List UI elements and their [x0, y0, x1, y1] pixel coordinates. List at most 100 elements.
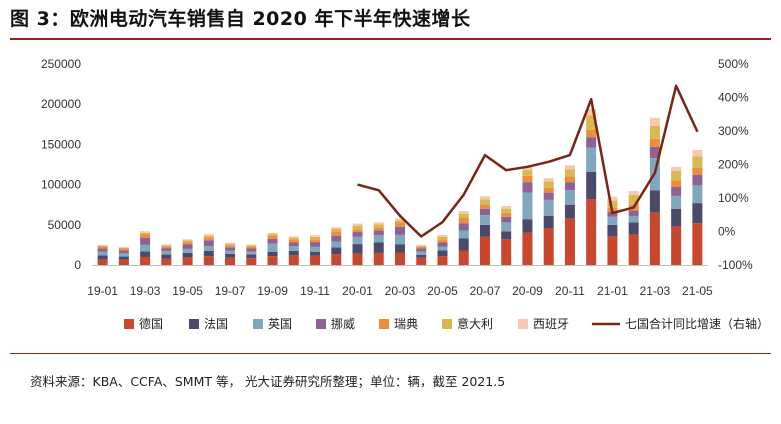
bar-segment: [416, 254, 427, 258]
bar-segment: [288, 246, 299, 251]
y-left-tick-label: 0: [74, 258, 81, 272]
bar-segment: [395, 218, 405, 221]
bar-segment: [586, 147, 597, 172]
bar-segment: [479, 204, 490, 209]
bar-segment: [692, 156, 703, 168]
stacked-bars: [97, 109, 703, 265]
bar-segment: [564, 190, 575, 205]
ev-sales-chart: 0 50000 100000 150000 200000 250000 -100% 0% 10…: [41, 57, 769, 331]
legend-label: 意大利: [457, 316, 493, 331]
bar-segment: [225, 244, 236, 246]
bar-segment: [140, 231, 151, 233]
bar-segment: [310, 236, 321, 240]
legend-swatch: [442, 319, 452, 329]
bar-segment: [564, 165, 575, 170]
bar-segment: [118, 253, 129, 257]
bar-segment: [543, 192, 554, 200]
bar-segment: [458, 230, 469, 239]
x-tick-label: 19-09: [257, 284, 288, 298]
bar-segment: [649, 212, 660, 265]
bar-segment: [692, 174, 703, 186]
x-tick-label: 19-01: [87, 284, 118, 298]
x-tick-label: 20-01: [342, 284, 373, 298]
bar-segment: [161, 244, 172, 246]
y-right-tick-label: 500%: [718, 57, 749, 71]
legend-label: 七国合计同比增速（右轴）: [625, 316, 769, 331]
bar-segment: [501, 239, 512, 265]
bar-segment: [118, 250, 129, 254]
bar-segment: [118, 256, 129, 260]
bar-segment: [522, 170, 533, 176]
bar-segment: [373, 230, 384, 236]
bar-segment: [140, 251, 151, 257]
bar-segment: [203, 256, 214, 265]
y-right-tick-label: 100%: [718, 191, 749, 205]
bar-segment: [225, 247, 236, 251]
bar-segment: [607, 216, 618, 225]
bar-segment: [225, 245, 236, 248]
bar-segment: [352, 232, 363, 237]
bar-segment: [479, 208, 490, 216]
legend-swatch: [518, 319, 528, 329]
bar-segment: [437, 246, 448, 251]
bar-segment: [246, 248, 257, 252]
bar-segment: [310, 235, 321, 237]
legend-swatch: [189, 319, 199, 329]
bar-segment: [501, 216, 512, 223]
bar-segment: [246, 254, 257, 259]
bar-segment: [416, 248, 427, 252]
bar-segment: [203, 235, 214, 238]
page-title: 图 3：欧洲电动汽车销售自 2020 年下半年快速增长: [10, 8, 471, 30]
bar-segment: [267, 251, 278, 257]
legend-label: 法国: [204, 317, 228, 331]
growth-line-path: [357, 84, 699, 238]
bar-segment: [586, 129, 597, 138]
bar-segment: [607, 224, 618, 237]
bar-segment: [628, 191, 639, 196]
bar-segment: [395, 226, 405, 235]
y-left-tick-label: 100000: [41, 178, 81, 192]
bar-segment: [97, 259, 108, 265]
y-right-tick-label: 400%: [718, 91, 749, 105]
bar-segment: [671, 180, 682, 188]
bar-segment: [395, 234, 405, 245]
bar-segment: [692, 167, 703, 175]
bar-segment: [543, 215, 554, 229]
bar-segment: [692, 203, 703, 224]
bar-segment: [416, 245, 427, 247]
y-left-tick-label: 250000: [41, 57, 81, 71]
bar-segment: [310, 255, 321, 265]
bar-segment: [564, 204, 575, 219]
bar-segment: [373, 235, 384, 243]
bar-segment: [501, 222, 512, 232]
bar-segment: [479, 215, 490, 225]
legend-label: 挪威: [331, 317, 355, 331]
bar-segment: [225, 242, 236, 245]
bar-segment: [373, 252, 384, 265]
bar-segment: [564, 218, 575, 265]
bar-segment: [118, 247, 129, 249]
bar-segment: [161, 245, 172, 247]
bar-segment: [161, 258, 172, 265]
bar-segment: [501, 208, 512, 213]
legend-swatch: [379, 319, 389, 329]
bar-segment: [458, 211, 469, 214]
right-axis: -100% 0% 100% 200% 300% 400% 500%: [718, 57, 753, 272]
bar-segment: [416, 251, 427, 255]
bar-segment: [458, 213, 469, 218]
y-left-tick-label: 200000: [41, 97, 81, 111]
bar-segment: [331, 254, 342, 265]
x-axis: 19-01 19-03 19-05 19-07 19-09 19-11 20-01 20-03…: [87, 265, 713, 298]
bar-segment: [331, 235, 342, 242]
bar-segment: [395, 252, 405, 265]
bar-segment: [564, 176, 575, 183]
bar-segment: [437, 242, 448, 247]
x-tick-label: 19-05: [172, 284, 203, 298]
bar-segment: [97, 251, 108, 256]
y-right-tick-label: 0%: [718, 225, 736, 239]
bar-segment: [161, 250, 172, 255]
bar-segment: [97, 246, 108, 249]
bar-segment: [522, 192, 533, 220]
bar-segment: [182, 240, 193, 243]
bar-segment: [543, 199, 554, 216]
